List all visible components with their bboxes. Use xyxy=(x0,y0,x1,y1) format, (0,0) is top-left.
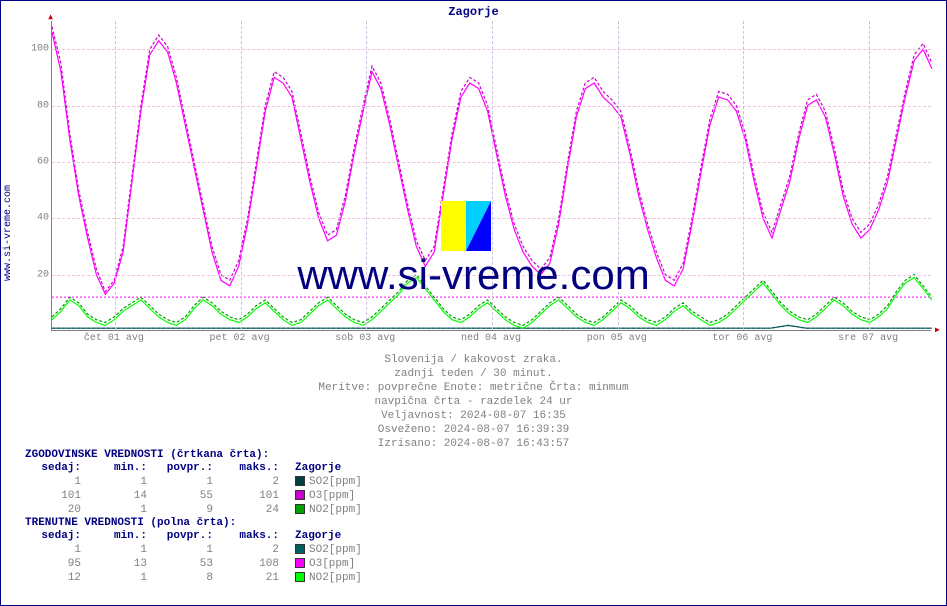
x-tick-label: ned 04 avg xyxy=(461,333,521,344)
legend-label: NO2[ppm] xyxy=(309,572,362,584)
stats-value: 1 xyxy=(91,544,157,556)
x-tick-label: pon 05 avg xyxy=(587,333,647,344)
legend-swatch-icon xyxy=(295,572,305,582)
site-label: www.si-vreme.com xyxy=(3,185,14,281)
legend-swatch-icon xyxy=(295,476,305,486)
stats-value: 14 xyxy=(91,490,157,502)
legend-entry: SO2[ppm] xyxy=(289,476,362,488)
stats-value: 21 xyxy=(223,572,289,584)
stats-block: ZGODOVINSKE VREDNOSTI (črtkana črta):sed… xyxy=(25,449,369,585)
legend-label: O3[ppm] xyxy=(309,490,355,502)
legend-entry: NO2[ppm] xyxy=(289,572,362,584)
y-axis: 20 40 60 80 100 xyxy=(21,21,51,331)
stats-value: 8 xyxy=(157,572,223,584)
grid-v xyxy=(743,21,744,330)
grid-v xyxy=(492,21,493,330)
stats-col-headers: sedaj:min.:povpr.:maks.:Zagorje xyxy=(25,461,369,475)
footer-line: Meritve: povprečne Enote: metrične Črta:… xyxy=(1,381,946,395)
stats-value: 1 xyxy=(91,504,157,516)
stats-value: 2 xyxy=(223,544,289,556)
x-tick-label: tor 06 avg xyxy=(712,333,772,344)
stats-value: 1 xyxy=(25,544,91,556)
stats-value: 101 xyxy=(223,490,289,502)
stats-row: 1112SO2[ppm] xyxy=(25,543,369,557)
legend-label: NO2[ppm] xyxy=(309,504,362,516)
stats-value: 1 xyxy=(91,476,157,488)
col-header: min.: xyxy=(91,530,157,542)
footer-line: zadnji teden / 30 minut. xyxy=(1,367,946,381)
legend-label: O3[ppm] xyxy=(309,558,355,570)
x-axis: čet 01 avg pet 02 avg sob 03 avg ned 04 avg… xyxy=(51,333,931,349)
legend-entry: SO2[ppm] xyxy=(289,544,362,556)
stats-value: 53 xyxy=(157,558,223,570)
x-tick-label: čet 01 avg xyxy=(84,333,144,344)
x-tick-label: sre 07 avg xyxy=(838,333,898,344)
col-header: sedaj: xyxy=(25,462,91,474)
col-header: min.: xyxy=(91,462,157,474)
stats-value: 9 xyxy=(157,504,223,516)
footer-line: Veljavnost: 2024-08-07 16:35 xyxy=(1,409,946,423)
y-tick-label: 100 xyxy=(31,44,49,55)
footer-info: Slovenija / kakovost zraka. zadnji teden… xyxy=(1,353,946,451)
legend-swatch-icon xyxy=(295,558,305,568)
legend-swatch-icon xyxy=(295,544,305,554)
stats-row: 121821 NO2[ppm] xyxy=(25,571,369,585)
legend-label: SO2[ppm] xyxy=(309,544,362,556)
watermark-logo-icon xyxy=(441,201,491,251)
stats-col-headers: sedaj:min.:povpr.:maks.:Zagorje xyxy=(25,529,369,543)
stats-value: 1 xyxy=(157,544,223,556)
col-header: maks.: xyxy=(223,530,289,542)
legend-entry: O3[ppm] xyxy=(289,490,355,502)
col-header: maks.: xyxy=(223,462,289,474)
stats-value: 55 xyxy=(157,490,223,502)
location-header: Zagorje xyxy=(289,530,369,542)
y-tick-label: 20 xyxy=(37,269,49,280)
x-tick-label: sob 03 avg xyxy=(335,333,395,344)
col-header: povpr.: xyxy=(157,462,223,474)
stats-value: 108 xyxy=(223,558,289,570)
stats-value: 1 xyxy=(25,476,91,488)
stats-value: 13 xyxy=(91,558,157,570)
location-header: Zagorje xyxy=(289,462,369,474)
stats-value: 20 xyxy=(25,504,91,516)
stats-row: 1011455101O3[ppm] xyxy=(25,489,369,503)
y-tick-label: 80 xyxy=(37,100,49,111)
grid-v xyxy=(241,21,242,330)
legend-entry: NO2[ppm] xyxy=(289,504,362,516)
y-arrow-icon: ▴ xyxy=(47,9,54,24)
stats-value: 12 xyxy=(25,572,91,584)
chart-area: ▸ ▴ xyxy=(51,21,931,331)
stats-value: 1 xyxy=(157,476,223,488)
stats-row: 1112SO2[ppm] xyxy=(25,475,369,489)
stats-value: 24 xyxy=(223,504,289,516)
footer-line: Slovenija / kakovost zraka. xyxy=(1,353,946,367)
stats-header: ZGODOVINSKE VREDNOSTI (črtkana črta): xyxy=(25,449,369,461)
y-tick-label: 40 xyxy=(37,213,49,224)
footer-line: navpična črta - razdelek 24 ur xyxy=(1,395,946,409)
col-header: povpr.: xyxy=(157,530,223,542)
stats-value: 101 xyxy=(25,490,91,502)
x-arrow-icon: ▸ xyxy=(934,322,941,337)
x-tick-label: pet 02 avg xyxy=(210,333,270,344)
grid-v xyxy=(869,21,870,330)
stats-value: 2 xyxy=(223,476,289,488)
footer-line: Osveženo: 2024-08-07 16:39:39 xyxy=(1,423,946,437)
y-tick-label: 60 xyxy=(37,156,49,167)
legend-swatch-icon xyxy=(295,490,305,500)
legend-swatch-icon xyxy=(295,504,305,514)
stats-header: TRENUTNE VREDNOSTI (polna črta): xyxy=(25,517,369,529)
legend-label: SO2[ppm] xyxy=(309,476,362,488)
stats-row: 951353108 O3[ppm] xyxy=(25,557,369,571)
chart-title: Zagorje xyxy=(1,5,946,19)
stats-value: 95 xyxy=(25,558,91,570)
grid-v xyxy=(115,21,116,330)
legend-entry: O3[ppm] xyxy=(289,558,355,570)
grid-v xyxy=(618,21,619,330)
grid-v xyxy=(366,21,367,330)
stats-row: 201924 NO2[ppm] xyxy=(25,503,369,517)
col-header: sedaj: xyxy=(25,530,91,542)
stats-value: 1 xyxy=(91,572,157,584)
